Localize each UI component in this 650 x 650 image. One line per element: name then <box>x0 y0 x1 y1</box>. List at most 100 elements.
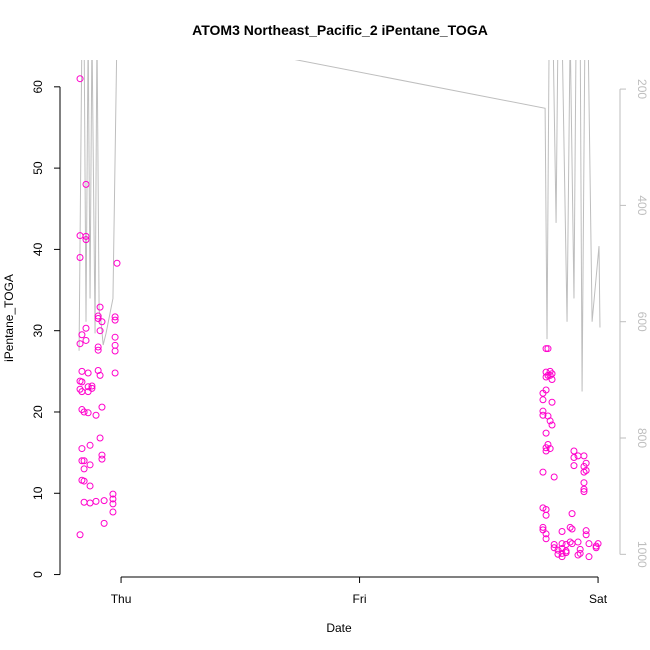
point <box>111 316 119 324</box>
point <box>113 259 121 267</box>
y-tick-label: 50 <box>31 161 45 175</box>
point <box>80 408 88 416</box>
x-tick-label: Fri <box>353 592 367 606</box>
point <box>76 75 84 83</box>
point <box>84 383 92 391</box>
point <box>580 488 588 496</box>
point <box>585 553 593 561</box>
point <box>82 324 90 332</box>
point <box>576 545 584 553</box>
y2-tick-label: 1000 <box>635 541 649 568</box>
point <box>594 540 602 548</box>
point <box>111 369 119 377</box>
point <box>539 468 547 476</box>
y-tick-label: 0 <box>31 571 45 578</box>
point <box>585 540 593 548</box>
point <box>580 485 588 493</box>
point <box>96 327 104 335</box>
point <box>580 468 588 476</box>
point <box>86 441 94 449</box>
y2-tick-label: 800 <box>635 428 649 448</box>
point <box>84 369 92 377</box>
point <box>570 462 578 470</box>
point <box>94 346 102 354</box>
point <box>544 345 552 353</box>
point <box>548 398 556 406</box>
point <box>558 540 566 548</box>
point <box>562 547 570 555</box>
point <box>544 371 552 379</box>
point <box>84 409 92 417</box>
point <box>542 535 550 543</box>
point <box>76 254 84 262</box>
point <box>558 553 566 561</box>
point <box>78 457 86 465</box>
point <box>98 455 106 463</box>
y-tick-label: 20 <box>31 405 45 419</box>
point <box>574 538 582 546</box>
point <box>582 531 590 539</box>
point <box>592 544 600 552</box>
y-axis-title: iPentane_TOGA <box>2 274 16 362</box>
point <box>548 375 556 383</box>
point <box>94 343 102 351</box>
point <box>550 540 558 548</box>
point <box>94 312 102 320</box>
point <box>570 454 578 462</box>
point <box>542 511 550 519</box>
point <box>88 384 96 392</box>
point <box>82 232 90 240</box>
point <box>580 452 588 460</box>
point <box>558 527 566 535</box>
point <box>78 378 86 386</box>
x-axis-title: Date <box>326 621 352 635</box>
point <box>548 421 556 429</box>
point <box>76 531 84 539</box>
point <box>98 318 106 326</box>
point <box>109 490 117 498</box>
y2-tick-label: 200 <box>635 79 649 99</box>
point <box>86 461 94 469</box>
point <box>542 345 550 353</box>
point <box>539 411 547 419</box>
y-tick-label: 60 <box>31 80 45 94</box>
point <box>80 498 88 506</box>
point <box>78 367 86 375</box>
point <box>82 336 90 344</box>
point <box>539 407 547 415</box>
point <box>109 500 117 508</box>
point <box>580 479 588 487</box>
point <box>98 403 106 411</box>
point <box>78 445 86 453</box>
point <box>546 445 554 453</box>
point <box>582 459 590 467</box>
point <box>544 440 552 448</box>
y2-tick-label: 400 <box>635 195 649 215</box>
point <box>88 382 96 390</box>
point <box>546 417 554 425</box>
point <box>82 180 90 188</box>
point <box>80 477 88 485</box>
point <box>550 473 558 481</box>
point <box>96 434 104 442</box>
point <box>539 523 547 531</box>
point <box>100 497 108 505</box>
plot-area <box>76 60 602 561</box>
chart-title: ATOM3 Northeast_Pacific_2 iPentane_TOGA <box>192 22 488 38</box>
point <box>570 447 578 455</box>
point <box>80 465 88 473</box>
point <box>582 527 590 535</box>
point <box>96 371 104 379</box>
point <box>98 451 106 459</box>
line <box>78 60 601 392</box>
point <box>100 519 108 527</box>
point <box>539 396 547 404</box>
y-tick-label: 40 <box>31 242 45 256</box>
x-tick-label: Sat <box>589 592 608 606</box>
y-tick-label: 10 <box>31 486 45 500</box>
point <box>566 538 574 546</box>
point <box>96 303 104 311</box>
point <box>92 411 100 419</box>
point <box>86 482 94 490</box>
